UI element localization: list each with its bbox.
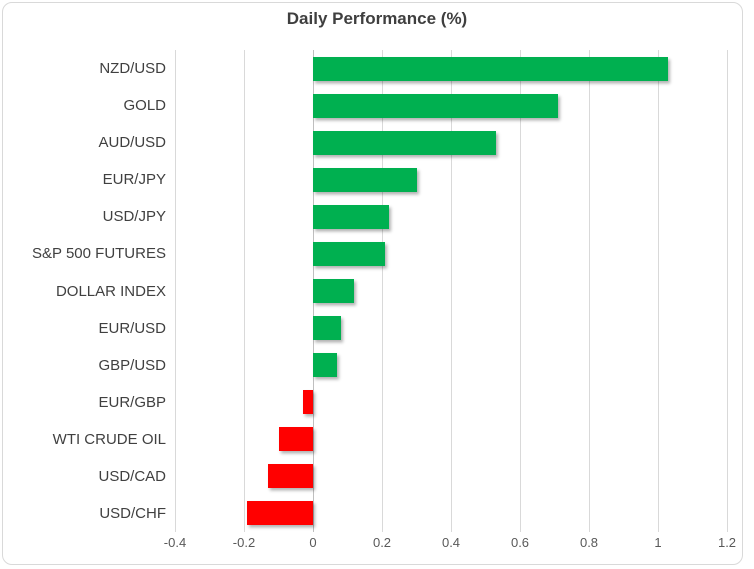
x-tick-label: 0.2: [372, 535, 392, 550]
positive-bar-dollar-index: [313, 279, 355, 303]
bar-row: [175, 347, 727, 384]
category-label: S&P 500 FUTURES: [32, 245, 166, 263]
bar-row: [175, 124, 727, 161]
negative-bar-wti-crude-oil: [278, 427, 313, 452]
x-tick-label: 1.2: [717, 535, 737, 550]
chart-title: Daily Performance (%): [286, 9, 468, 28]
gridline: [658, 50, 659, 532]
positive-bar-aud-usd: [313, 130, 496, 155]
bar-row: [175, 198, 727, 235]
gridline: [175, 50, 176, 532]
bar-row: [175, 384, 727, 421]
category-label: DOLLAR INDEX: [55, 282, 166, 300]
positive-bar-nzd-usd: [313, 56, 669, 81]
category-label: GOLD: [123, 97, 166, 115]
gridline: [382, 50, 383, 532]
x-tick-label: 0: [309, 535, 317, 550]
negative-bar-eur-gbp: [302, 390, 313, 415]
bar-row: [175, 235, 727, 272]
bar-row: [175, 50, 727, 87]
positive-bar-s-p-500-futures: [313, 241, 386, 266]
bar-row: [175, 495, 727, 532]
x-tick-label: -0.4: [163, 535, 187, 550]
x-tick-label: 1: [654, 535, 662, 550]
category-label: USD/CHF: [99, 504, 166, 522]
gridline: [727, 50, 728, 532]
category-label: WTI CRUDE OIL: [52, 430, 166, 448]
x-axis: -0.4 -0.2 0 0.2 0.4 0.6 0.8 1 1.2: [164, 535, 736, 553]
bar-row: [175, 421, 727, 458]
category-label: GBP/USD: [98, 356, 166, 374]
positive-bar-gbp-usd: [313, 353, 338, 378]
x-tick-label: 0.6: [510, 535, 530, 550]
category-label: USD/CAD: [98, 467, 166, 485]
category-axis: NZD/USD GOLD AUD/USD EUR/JPY USD/JPY S&P 500 …: [0, 50, 166, 532]
category-label: NZD/USD: [99, 60, 166, 78]
gridline: [589, 50, 590, 532]
negative-bar-usd-chf: [247, 501, 313, 526]
bar-row: [175, 161, 727, 198]
x-tick-label: 0.8: [579, 535, 599, 550]
x-tick-label: -0.2: [232, 535, 256, 550]
category-label: USD/JPY: [102, 208, 166, 226]
gridline: [520, 50, 521, 532]
bar-row: [175, 87, 727, 124]
bar-row: [175, 272, 727, 309]
positive-bar-gold: [313, 93, 558, 118]
bar-row: [175, 458, 727, 495]
category-label: EUR/USD: [98, 319, 166, 337]
positive-bar-eur-usd: [313, 316, 341, 341]
positive-bar-usd-jpy: [313, 204, 389, 229]
positive-bar-eur-jpy: [313, 167, 417, 192]
category-label: AUD/USD: [98, 134, 166, 152]
plot-area: [175, 50, 728, 532]
category-label: EUR/JPY: [102, 171, 166, 189]
gridline: [244, 50, 245, 532]
bar-row: [175, 310, 727, 347]
gridline: [451, 50, 452, 532]
x-tick-label: 0.4: [441, 535, 461, 550]
category-label: EUR/GBP: [98, 393, 166, 411]
negative-bar-usd-cad: [268, 464, 313, 489]
